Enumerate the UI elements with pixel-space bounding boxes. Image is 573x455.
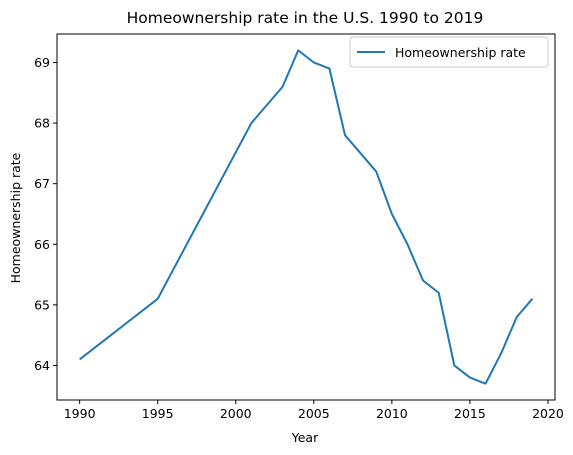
data-point xyxy=(406,243,408,245)
legend-box xyxy=(349,36,549,68)
y-tick-label: 65 xyxy=(34,297,50,312)
data-point xyxy=(282,86,284,88)
x-tick-label: 2015 xyxy=(454,406,486,421)
x-tick-label: 2000 xyxy=(220,406,252,421)
data-point xyxy=(297,49,299,51)
legend-label: Homeownership rate xyxy=(395,45,526,60)
y-tick-label: 68 xyxy=(34,116,50,131)
data-point xyxy=(469,377,471,379)
data-point xyxy=(500,352,502,354)
data-point xyxy=(328,68,330,70)
data-point xyxy=(438,292,440,294)
data-point xyxy=(313,61,315,63)
data-point xyxy=(79,358,81,360)
x-axis-label: Year xyxy=(291,430,319,445)
x-tick-label: 1990 xyxy=(64,406,96,421)
y-tick-label: 64 xyxy=(34,358,50,373)
y-axis-label: Homeownership rate xyxy=(8,152,23,283)
data-point xyxy=(375,171,377,173)
x-tick-label: 2010 xyxy=(376,406,408,421)
data-point xyxy=(453,364,455,366)
data-point xyxy=(344,134,346,136)
y-tick-label: 69 xyxy=(34,55,50,70)
y-tick-label: 66 xyxy=(34,237,50,252)
data-point xyxy=(516,316,518,318)
chart-title: Homeownership rate in the U.S. 1990 to 2… xyxy=(127,9,484,27)
legend: Homeownership rate xyxy=(349,36,549,68)
x-tick-label: 1995 xyxy=(142,406,174,421)
x-axis-ticks: 1990 1995 2000 2005 2010 2015 2020 xyxy=(64,400,564,421)
plot-frame xyxy=(56,33,556,401)
x-tick-label: 2020 xyxy=(532,406,564,421)
data-point xyxy=(531,298,533,300)
data-point xyxy=(422,280,424,282)
plot-area xyxy=(56,33,556,401)
series-line-0 xyxy=(79,49,534,385)
data-point xyxy=(250,122,252,124)
data-point xyxy=(391,213,393,215)
x-tick-label: 2005 xyxy=(298,406,330,421)
data-point xyxy=(485,383,487,385)
y-axis-ticks: 64 65 66 67 68 69 xyxy=(34,55,57,373)
y-tick-label: 67 xyxy=(34,176,50,191)
data-point xyxy=(157,298,159,300)
